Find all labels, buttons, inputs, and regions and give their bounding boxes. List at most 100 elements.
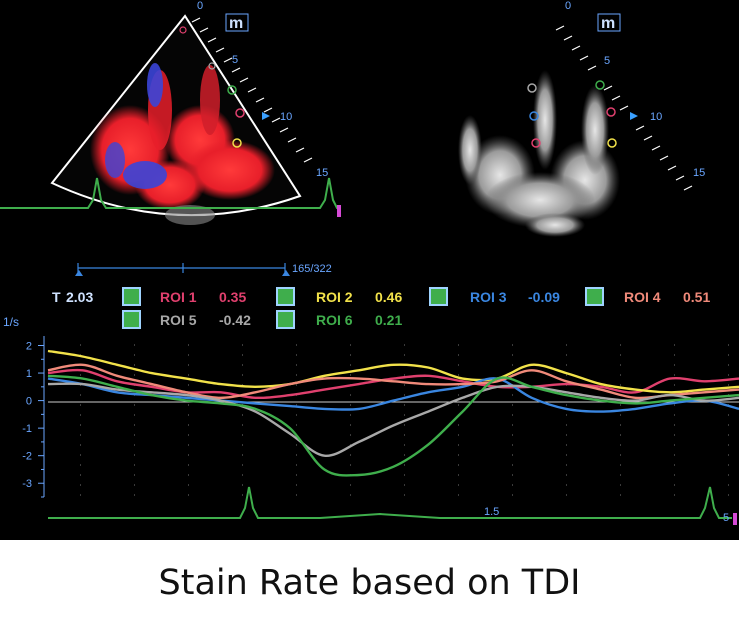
grid-dot [620,384,621,386]
grid-dot [512,364,513,366]
left-mode-icon: m [225,13,249,32]
grid-dot [728,414,729,416]
roi-5-value: -0.42 [219,312,251,328]
grid-dot [350,354,351,356]
grid-dot [674,384,675,386]
roi-1-label: ROI 1 [160,289,197,305]
left-ecg-marker [337,205,341,217]
grid-dot [674,474,675,476]
left-depth-0: 0 [197,0,203,12]
grid-dot [512,494,513,496]
left-mode-icon-label: m [229,15,243,32]
frame-scrubber[interactable] [77,263,286,273]
roi-1-checkbox[interactable] [122,287,141,306]
grid-dot [404,494,405,496]
roi-4-label: ROI 4 [624,289,661,305]
roi-4-value: 0.51 [683,289,710,305]
grid-dot [134,454,135,456]
right-focus-marker [630,112,638,120]
grid-dot [296,404,297,406]
grid-dot [188,474,189,476]
roi-2-checkbox[interactable] [276,287,295,306]
figure-caption: Stain Rate based on TDI [158,563,581,603]
y-tick-label: -3 [22,478,32,490]
grid-dot [458,354,459,356]
grid-dot [620,494,621,496]
right-mode-icon: m [597,13,621,32]
grid-dot [458,474,459,476]
grid-dot [404,384,405,386]
grid-dot [566,434,567,436]
grid-dot [296,484,297,486]
grid-dot [188,404,189,406]
roi-6-checkbox[interactable] [276,310,295,329]
grid-dot [188,384,189,386]
grid-dot [566,374,567,376]
grid-dot [296,444,297,446]
grid-dot [728,344,729,346]
grid-dot [242,354,243,356]
grid-dot [404,474,405,476]
grid-dot [134,474,135,476]
scrubber-end-marker[interactable] [282,270,290,276]
roi-legend: T 2.03 ROI 1 0.35 ROI 2 0.46 ROI 3 -0.09… [52,287,710,329]
roi-5-label: ROI 5 [160,312,197,328]
roi-5-checkbox[interactable] [122,310,141,329]
roi-3-value: -0.09 [528,289,560,305]
grid-dot [674,414,675,416]
grid-dot [458,374,459,376]
grid-dot [512,474,513,476]
grid-dot [80,444,81,446]
grid-dot [242,364,243,366]
grid-dot [458,454,459,456]
roi-3-checkbox[interactable] [429,287,448,306]
grid-dot [296,454,297,456]
grid-dot [296,474,297,476]
grid-dot [620,374,621,376]
grid-dot [404,464,405,466]
grid-dot [80,414,81,416]
grid-dot [674,494,675,496]
grid-dot [674,454,675,456]
grid-dot [350,364,351,366]
grid-dot [350,434,351,436]
grid-dot [458,494,459,496]
grid-dot [458,344,459,346]
grid-dot [80,344,81,346]
x-time-mark: 1.5 [484,506,499,518]
grid-dot [512,424,513,426]
grid-dot [188,494,189,496]
grid-dot [674,464,675,466]
grid-dot [242,374,243,376]
grid-dot [728,384,729,386]
grid-dot [134,404,135,406]
grid-dot [80,454,81,456]
grid-dot [134,444,135,446]
grid-dot [728,454,729,456]
grid-dot [80,424,81,426]
roi-6-value: 0.21 [375,312,402,328]
grid-dot [728,434,729,436]
right-mode-icon-label: m [601,15,615,32]
roi-4-checkbox[interactable] [585,287,604,306]
grid-dot [188,364,189,366]
grid-dot [296,424,297,426]
left-focus-marker [262,112,270,120]
grid-dot [458,444,459,446]
grid-dot [728,444,729,446]
grid-dot [134,364,135,366]
scrubber-start-marker[interactable] [75,270,83,276]
grid-dot [188,374,189,376]
strain-rate-chart: 1/s 2 1 0 -1 -2 -3 1.5 5 [3,315,739,525]
grid-dot [404,414,405,416]
roi-2-value: 0.46 [375,289,402,305]
grid-dot [80,404,81,406]
grid-dot [566,404,567,406]
grid-dot [296,414,297,416]
grid-dot [512,394,513,396]
grid-dot [134,424,135,426]
grid-dot [242,444,243,446]
grid-dot [134,494,135,496]
grid-dot [350,454,351,456]
y-tick-label: 0 [26,396,32,408]
